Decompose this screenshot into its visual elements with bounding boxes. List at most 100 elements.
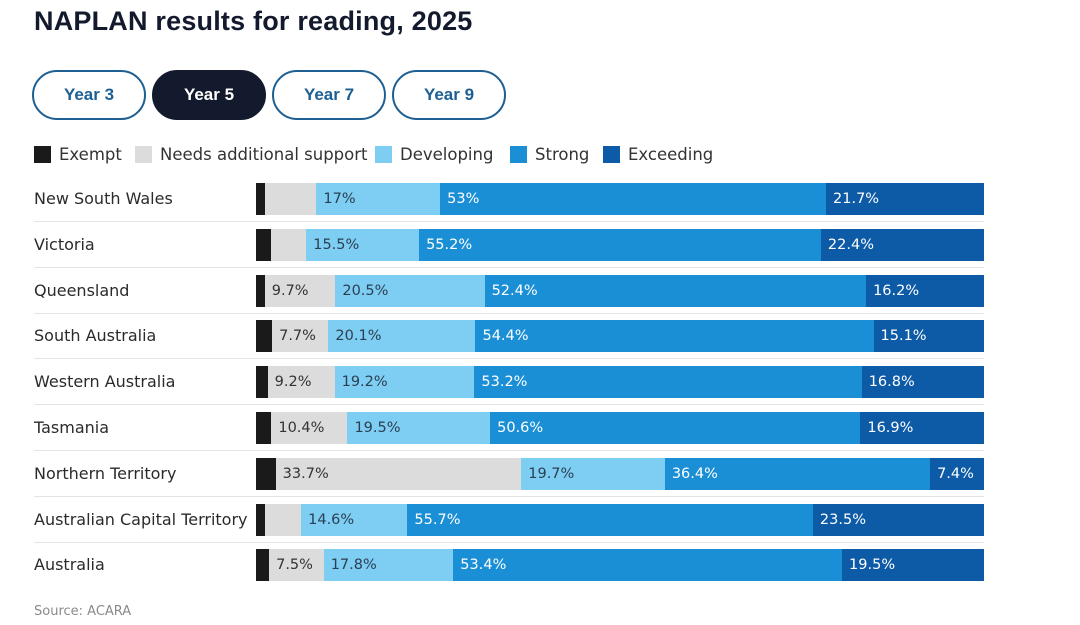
legend-swatch-strong <box>510 145 527 163</box>
bar-segment-strong <box>664 457 931 490</box>
data-label-developing: 17.8% <box>330 557 377 574</box>
legend-item-developing: Developing <box>375 143 493 165</box>
bar-segment-exceeding <box>826 183 985 215</box>
data-label-developing: 17% <box>323 191 356 207</box>
legend-swatch-exempt <box>34 145 51 163</box>
tab-year-3[interactable]: Year 3 <box>32 70 146 120</box>
bar-segment-strong <box>440 183 827 215</box>
bar-segment-strong <box>453 549 843 582</box>
data-label-needs-additional-support: 9.2% <box>274 374 312 391</box>
bar-segment-developing <box>301 503 408 536</box>
bar-segment-exceeding <box>866 274 985 307</box>
data-label-exceeding: 21.7% <box>833 191 880 207</box>
bar-segment-exempt <box>256 320 273 353</box>
row-label-south-australia: South Australia <box>34 326 157 346</box>
row-divider <box>34 266 984 268</box>
row-divider <box>34 541 984 543</box>
bar-segment-developing <box>335 274 486 307</box>
legend-item-needs-additional-support: Needs additional support <box>135 143 368 165</box>
bar-segment-exempt <box>256 228 272 261</box>
legend-swatch-developing <box>375 145 392 163</box>
row-label-australian-capital-territory: Australian Capital Territory <box>34 509 248 529</box>
data-label-exceeding: 16.2% <box>873 282 920 299</box>
row-divider <box>34 450 984 451</box>
row-divider <box>34 495 984 497</box>
legend-item-exceeding: Exceeding <box>603 143 713 165</box>
bar-segment-exceeding <box>820 228 985 261</box>
bar-segment-developing <box>328 320 476 353</box>
bar-segment-developing <box>323 549 454 582</box>
bar-segment-developing <box>306 228 420 261</box>
data-label-needs-additional-support: 7.5% <box>276 557 313 574</box>
legend-swatch-needs-additional-support <box>135 145 152 163</box>
bar-segment-developing <box>334 366 475 399</box>
bar-australia: 7.5% 17.8% 53.4% 19.5% <box>256 549 985 582</box>
bar-segment-strong <box>407 503 814 536</box>
bar-segment-exempt <box>256 366 269 399</box>
bar-segment-needs-additional-support <box>269 549 325 582</box>
data-label-strong: 54.4% <box>482 328 529 345</box>
data-label-strong: 53% <box>447 191 480 207</box>
data-label-exceeding: 23.5% <box>819 511 866 528</box>
legend-swatch-exceeding <box>603 145 620 163</box>
data-label-strong: 53.2% <box>481 374 528 391</box>
bar-new-south-wales: 17% 53% 21.7% <box>256 183 985 215</box>
row-label-new-south-wales: New South Wales <box>34 189 173 208</box>
bar-segment-exceeding <box>812 503 985 536</box>
legend-item-exempt: Exempt <box>34 143 122 165</box>
bar-segment-needs-additional-support <box>271 412 348 444</box>
bar-segment-exempt <box>256 457 277 490</box>
bar-segment-exempt <box>256 274 266 307</box>
data-label-developing: 19.2% <box>341 374 388 391</box>
data-label-developing: 14.6% <box>308 511 355 528</box>
bar-segment-exempt <box>256 503 266 536</box>
tab-year-9[interactable]: Year 9 <box>392 70 506 120</box>
bar-segment-exempt <box>256 183 266 215</box>
legend-label-exempt: Exempt <box>59 144 122 164</box>
bar-segment-exceeding <box>873 320 985 353</box>
bar-segment-strong <box>490 412 861 444</box>
bar-segment-strong <box>474 366 863 399</box>
legend-label-needs-additional-support: Needs additional support <box>160 144 368 164</box>
bar-segment-exempt <box>256 412 272 444</box>
legend-label-strong: Strong <box>535 144 590 164</box>
bar-segment-developing <box>316 183 441 215</box>
bar-victoria: 15.5% 55.2% 22.4% <box>256 228 985 261</box>
data-label-exceeding: 16.8% <box>868 374 915 391</box>
bar-segment-strong <box>475 320 874 353</box>
bar-segment-exceeding <box>860 412 985 444</box>
bar-segment-needs-additional-support <box>271 228 307 261</box>
tab-year-5[interactable]: Year 5 <box>152 70 266 120</box>
data-label-strong: 55.2% <box>426 236 473 253</box>
bar-western-australia: 9.2% 19.2% 53.2% 16.8% <box>256 366 985 399</box>
bar-segment-needs-additional-support <box>267 366 336 399</box>
tab-year-7[interactable]: Year 7 <box>272 70 386 120</box>
bar-segment-exceeding <box>842 549 985 582</box>
bar-segment-needs-additional-support <box>264 503 302 536</box>
row-label-northern-territory: Northern Territory <box>34 463 177 483</box>
bar-northern-territory: 33.7% 19.7% 36.4% 7.4% <box>256 457 985 490</box>
bar-segment-strong <box>419 228 822 261</box>
data-label-needs-additional-support: 7.7% <box>279 328 316 345</box>
data-label-strong: 36.4% <box>671 465 718 482</box>
bar-segment-strong <box>484 274 867 307</box>
data-label-exceeding: 7.4% <box>937 465 974 482</box>
row-label-victoria: Victoria <box>34 234 95 254</box>
data-label-exceeding: 16.9% <box>867 420 914 436</box>
row-divider <box>34 404 984 406</box>
data-label-developing: 20.1% <box>335 328 382 345</box>
bar-segment-developing <box>347 412 491 444</box>
bar-tasmania: 10.4% 19.5% 50.6% 16.9% <box>256 412 985 444</box>
stacked-bar-chart: New South Wales 17% 53% 21.7% Victoria 15.5% 5… <box>0 178 1080 588</box>
data-label-strong: 55.7% <box>414 511 461 528</box>
row-label-western-australia: Western Australia <box>34 372 176 392</box>
bar-segment-exceeding <box>930 457 985 490</box>
row-divider <box>34 358 984 360</box>
row-label-australia: Australia <box>34 555 105 575</box>
bar-segment-needs-additional-support <box>275 457 522 490</box>
source-note: Source: ACARA <box>34 604 132 619</box>
data-label-needs-additional-support: 10.4% <box>278 420 325 436</box>
chart-title: NAPLAN results for reading, 2025 <box>34 6 473 36</box>
bar-queensland: 9.7% 20.5% 52.4% 16.2% <box>256 274 985 307</box>
data-label-strong: 52.4% <box>491 282 538 299</box>
